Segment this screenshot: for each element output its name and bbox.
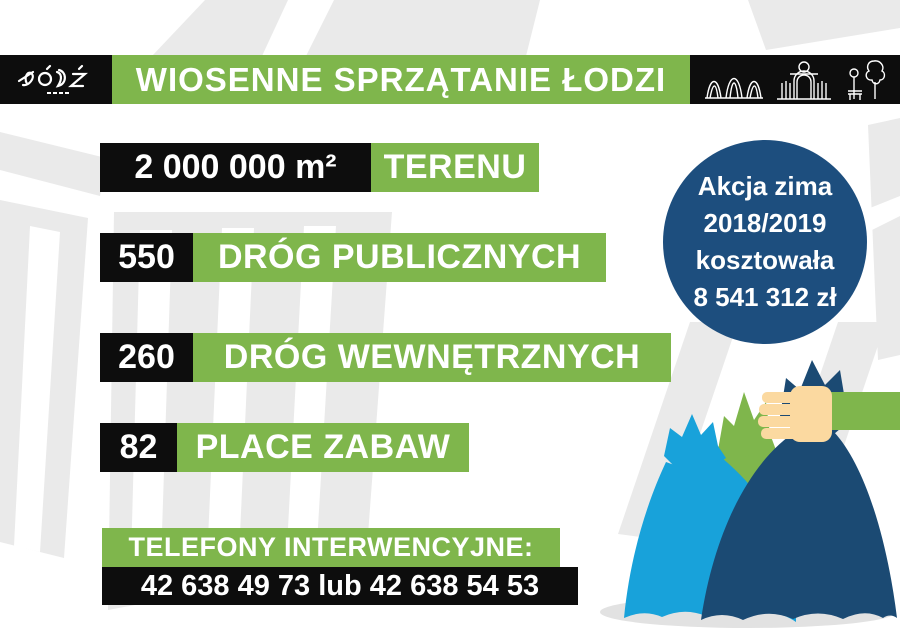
watermark-top-band — [152, 0, 540, 56]
stat-value-text: 550 — [118, 238, 175, 276]
stat-terenu-label: TERENU — [371, 143, 539, 192]
stat-drogi-publiczne-label: DRÓG PUBLICZNYCH — [193, 233, 606, 282]
stat-label-text: DRÓG WEWNĘTRZNYCH — [223, 338, 641, 376]
sleeve — [830, 392, 900, 430]
phones-numbers: 42 638 49 73 lub 42 638 54 53 — [102, 567, 578, 605]
lodz-logo-box — [0, 55, 112, 104]
phones-numbers-text: 42 638 49 73 lub 42 638 54 53 — [140, 569, 540, 602]
stat-terenu-value: 2 000 000 m² — [100, 143, 371, 192]
stat-value-text: 2 000 000 m² — [134, 148, 337, 186]
badge-line: 8 541 312 zł — [693, 281, 837, 312]
stat-value-text: 260 — [118, 338, 175, 376]
landmark-icons-box — [690, 55, 900, 104]
stat-label-text: TERENU — [383, 148, 527, 186]
watermark-right-stripe-1 — [618, 322, 738, 540]
stat-label-text: PLACE ZABAW — [195, 428, 451, 466]
park-tree-bench-icon — [847, 59, 885, 100]
phones-heading-text: TELEFONY INTERWENCYJNE: — [128, 532, 534, 562]
watermark-top-right — [748, 0, 900, 50]
stat-value-text: 82 — [119, 428, 158, 466]
winter-cost-badge: Akcja zima 2018/2019 kosztowała 8 541 31… — [663, 140, 867, 344]
watermark-right-edge — [868, 118, 900, 360]
stat-drogi-publiczne-value: 550 — [100, 233, 193, 282]
badge-line: kosztowała — [695, 245, 835, 275]
hand — [758, 386, 832, 442]
trash-bags-illustration — [600, 360, 900, 628]
badge-line: Akcja zima — [697, 171, 833, 202]
poster-title-text: WIOSENNE SPRZĄTANIE ŁODZI — [135, 60, 667, 98]
stat-place-zabaw-value: 82 — [100, 423, 177, 472]
poster-title: WIOSENNE SPRZĄTANIE ŁODZI — [112, 55, 690, 104]
stat-label-text: DRÓG PUBLICZNYCH — [217, 238, 582, 276]
park-gate-icon — [777, 60, 831, 100]
stat-place-zabaw-label: PLACE ZABAW — [177, 423, 469, 472]
lodz-city-logo — [17, 64, 88, 94]
stat-drogi-wewnetrzne-value: 260 — [100, 333, 193, 382]
watermark-left-bin-lid — [0, 132, 106, 196]
palm-house-icon — [704, 77, 763, 99]
phones-heading: TELEFONY INTERWENCYJNE: — [102, 528, 560, 567]
stat-drogi-wewnetrzne-label: DRÓG WEWNĘTRZNYCH — [193, 333, 671, 382]
badge-line: 2018/2019 — [703, 208, 827, 239]
